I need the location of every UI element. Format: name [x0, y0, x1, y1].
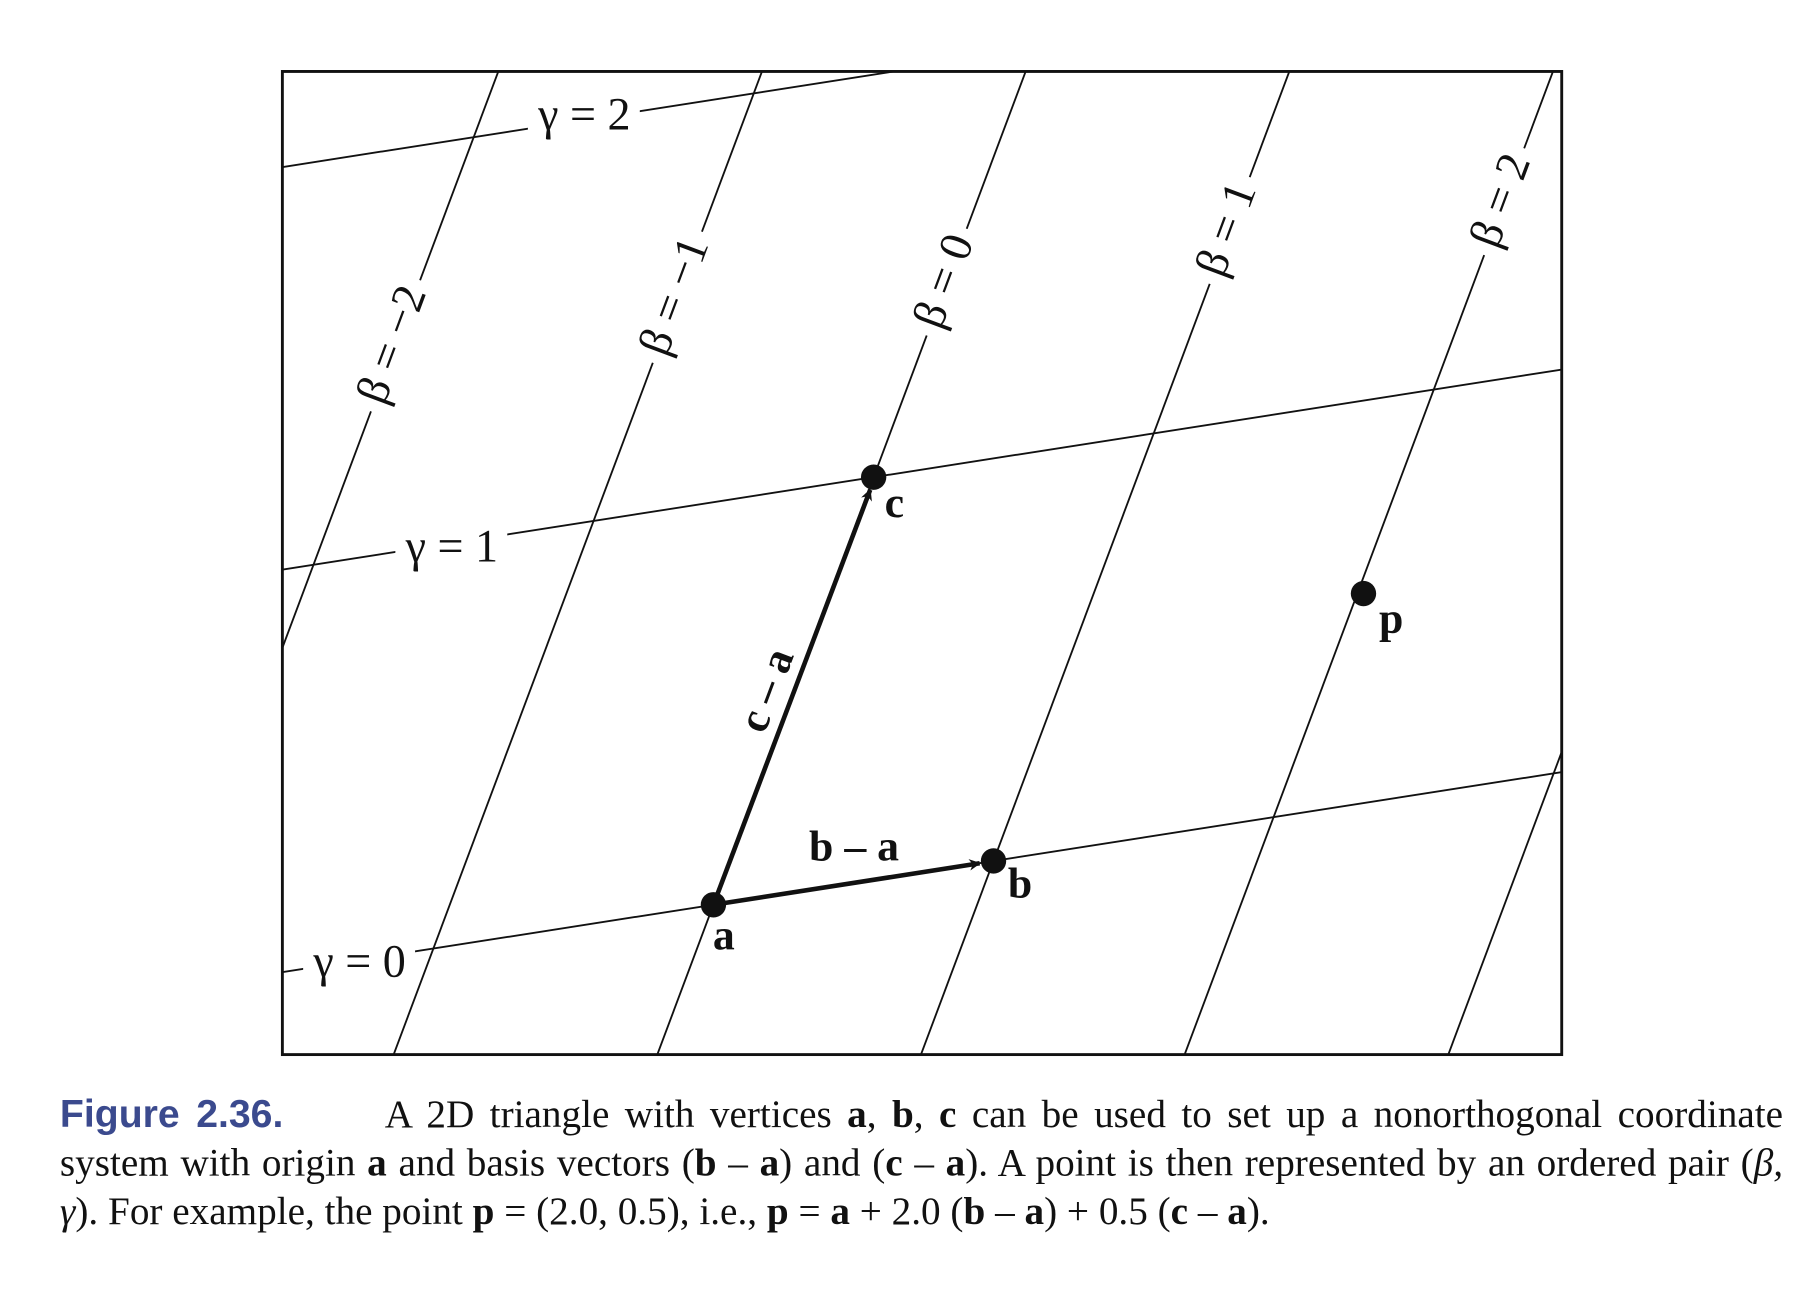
label-background [629, 222, 718, 369]
caption-text: – [716, 1142, 760, 1185]
label-background [346, 271, 435, 417]
beta-label: β = 2 [1459, 139, 1540, 261]
vector-label: b – a [809, 823, 899, 871]
caption-text: ). [1246, 1190, 1270, 1234]
caption-text: , [866, 1093, 892, 1137]
caption-text: ). For example, the point [75, 1190, 473, 1234]
gamma-label: γ = 0 [303, 935, 416, 986]
point-label: b [1008, 860, 1032, 908]
caption-text: p [766, 1190, 789, 1234]
caption-text: = [788, 1190, 831, 1234]
point [700, 892, 727, 918]
caption-text: a [367, 1142, 387, 1185]
beta-label: β = 1 [1185, 168, 1266, 290]
beta-line [1183, 71, 1554, 1055]
beta-label: β = −2 [346, 271, 436, 417]
beta-label-text: β = −2 [346, 278, 436, 410]
caption-text: a [945, 1142, 966, 1185]
beta-label-text: β = 2 [1459, 146, 1540, 253]
caption-text: A 2D triangle with vertices [384, 1093, 848, 1137]
beta-label: β = 0 [902, 219, 983, 342]
gamma-label-text: γ = 1 [405, 521, 498, 572]
labels: β = −2 β = −1 β = 0 β = 1 β = 2 γ = 0 γ = 1 γ =… [303, 88, 1540, 986]
beta-line [919, 71, 1291, 1055]
caption-text: and basis vectors ( [386, 1142, 695, 1185]
point [980, 848, 1007, 874]
caption-text: a [830, 1190, 850, 1234]
caption-text: c [1170, 1190, 1189, 1234]
caption-text: = (2.0, 0.5), i.e., [494, 1190, 767, 1234]
figure-label: Figure 2.36. [59, 1092, 284, 1137]
gamma-label-text: γ = 2 [537, 88, 630, 139]
label-background [1185, 168, 1265, 290]
caption-text: – [902, 1142, 946, 1185]
figure: β = −2 β = −1 β = 0 β = 1 β = 2 γ = 0 γ = 1 γ =… [280, 70, 1564, 1057]
gamma-line [282, 71, 900, 169]
caption-text: c [939, 1093, 957, 1137]
point [1350, 580, 1377, 607]
point [860, 464, 887, 490]
point-label: a [713, 911, 735, 959]
gamma-label: γ = 2 [527, 88, 640, 139]
caption-text: a [1024, 1190, 1045, 1234]
caption: Figure 2.36. A 2D triangle with vertices … [60, 1090, 1783, 1236]
label-background [527, 92, 640, 135]
label-background [395, 525, 508, 567]
beta-line [1447, 749, 1562, 1055]
caption-text: a [847, 1093, 867, 1137]
caption-text: – [1188, 1190, 1228, 1234]
beta-label-text: β = 0 [902, 227, 983, 334]
caption-text: a [759, 1142, 780, 1185]
gamma-label: γ = 1 [395, 521, 508, 572]
caption-text: a [1227, 1190, 1247, 1234]
label-background [303, 940, 416, 982]
gamma-label-text: γ = 0 [312, 935, 405, 986]
label-background [903, 219, 983, 342]
caption-text: – [985, 1190, 1025, 1234]
caption-text: can be used to set up a nonorthogonal co… [59, 1093, 1784, 1185]
gamma-line [282, 368, 1562, 571]
caption-text: p [472, 1190, 495, 1234]
caption-text: ) + 0.5 ( [1044, 1190, 1171, 1234]
caption-text: β, γ [59, 1142, 1784, 1234]
caption-text: c [885, 1142, 903, 1185]
caption-text: b [694, 1142, 717, 1185]
caption-text: + 2.0 ( [849, 1190, 964, 1234]
caption-text: b [891, 1093, 914, 1137]
frame [280, 70, 1564, 1057]
vector-b-a [713, 859, 981, 908]
point-label: c [885, 479, 904, 527]
beta-label: β = −1 [628, 222, 718, 369]
caption-text: b [963, 1190, 986, 1234]
point-label: p [1379, 594, 1403, 642]
beta-label-text: β = −1 [628, 230, 718, 362]
caption-text: ). A point is then represented by an ord… [965, 1142, 1754, 1185]
beta-label-text: β = 1 [1185, 175, 1266, 282]
vector-c-a [711, 488, 873, 906]
caption-text: , [913, 1093, 940, 1137]
gamma-line [282, 771, 1562, 974]
label-background [1459, 139, 1540, 261]
caption-text: ) and ( [779, 1142, 886, 1185]
